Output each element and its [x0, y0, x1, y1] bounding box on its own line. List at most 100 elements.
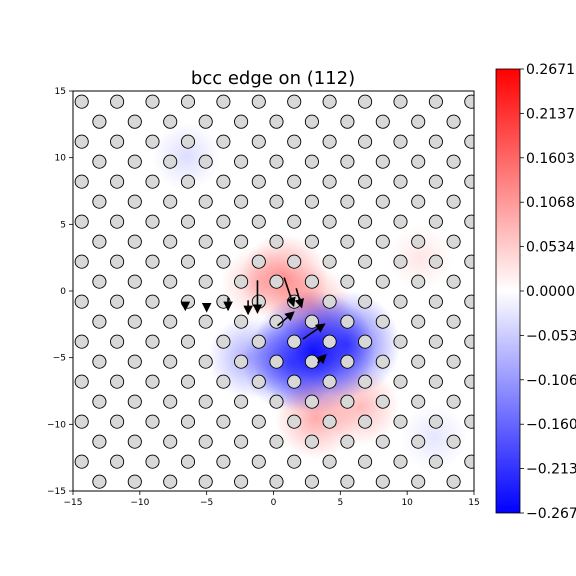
atom-marker: [110, 94, 125, 109]
atom-marker: [163, 274, 178, 289]
atom-marker: [482, 475, 495, 488]
atom-marker: [127, 154, 142, 169]
x-tick-label: 0: [271, 498, 277, 508]
atom-marker: [428, 134, 443, 149]
atom-marker: [251, 214, 266, 229]
atom-marker: [411, 354, 426, 369]
atom-marker: [322, 374, 337, 389]
atom-marker: [127, 234, 142, 249]
atom-marker: [180, 174, 196, 189]
atom-marker: [464, 174, 474, 189]
atom-marker: [234, 394, 249, 409]
atom-marker: [464, 374, 474, 389]
atom-marker: [180, 134, 196, 149]
atom-marker: [393, 454, 408, 469]
atom-marker: [304, 154, 319, 169]
atom-marker: [92, 274, 107, 289]
atom-marker: [411, 194, 426, 209]
x-tick-label: 15: [468, 498, 479, 508]
atom-marker: [92, 154, 107, 169]
atom-marker: [251, 254, 266, 269]
atom-marker: [180, 294, 196, 309]
atom-marker: [251, 334, 266, 349]
atom-marker: [163, 474, 178, 489]
atom-marker: [216, 94, 231, 109]
atom-marker: [428, 174, 443, 189]
atom-marker: [251, 134, 266, 149]
atom-marker: [127, 434, 142, 449]
atom-marker: [127, 474, 142, 489]
atom-marker: [304, 234, 319, 249]
atom-marker: [375, 434, 390, 449]
atom-marker: [251, 374, 266, 389]
atom-marker: [74, 94, 89, 109]
atom-marker: [464, 254, 474, 269]
atom-marker: [482, 155, 495, 168]
atom-marker: [234, 194, 249, 209]
atom-marker: [40, 255, 53, 268]
displacement-arrow: [276, 311, 295, 327]
atom-marker: [163, 234, 178, 249]
atom-marker: [358, 414, 373, 429]
atom-marker: [40, 295, 53, 308]
atom-marker: [145, 414, 160, 429]
atom-marker: [216, 174, 231, 189]
atom-marker: [110, 134, 125, 149]
atom-marker: [446, 114, 461, 129]
atom-marker: [92, 194, 107, 209]
atom-marker: [322, 174, 337, 189]
atom-marker: [234, 274, 249, 289]
atom-marker: [322, 334, 337, 349]
atom-marker: [428, 294, 443, 309]
x-tick-label: 5: [337, 498, 343, 508]
x-tick-label: −15: [64, 498, 83, 508]
atom-marker: [464, 334, 474, 349]
atom-marker: [322, 254, 337, 269]
atom-marker: [110, 334, 125, 349]
atom-marker: [198, 274, 213, 289]
atom-marker: [145, 374, 160, 389]
atom-marker: [74, 254, 89, 269]
atom-marker: [375, 114, 390, 129]
atom-marker: [464, 294, 474, 309]
atom-marker: [340, 394, 355, 409]
atom-marker: [393, 94, 408, 109]
atom-marker: [74, 294, 89, 309]
atom-marker: [287, 134, 302, 149]
atom-marker: [269, 434, 284, 449]
atom-marker: [411, 154, 426, 169]
atom-marker: [198, 434, 213, 449]
colorbar-tick-label: −0.2137: [526, 462, 576, 478]
field-blob: [400, 404, 467, 471]
atom-marker: [127, 314, 142, 329]
atom-marker: [145, 294, 160, 309]
atom-marker: [40, 215, 53, 228]
atom-marker: [74, 334, 89, 349]
atom-marker: [393, 214, 408, 229]
colorbar-tick-label: 0.2137: [526, 106, 575, 122]
atom-marker: [180, 254, 196, 269]
colorbar-tick-label: −0.1068: [526, 373, 576, 389]
atom-marker: [304, 394, 319, 409]
atom-marker: [92, 434, 107, 449]
atom-marker: [269, 354, 284, 369]
atom-marker: [145, 94, 160, 109]
atom-marker: [216, 414, 231, 429]
atom-marker: [216, 374, 231, 389]
atom-marker: [127, 354, 142, 369]
atom-marker: [322, 94, 337, 109]
atom-marker: [74, 414, 89, 429]
atom-marker: [74, 214, 89, 229]
atom-marker: [145, 334, 160, 349]
atom-marker: [375, 274, 390, 289]
atom-marker: [180, 374, 196, 389]
atom-marker: [110, 414, 125, 429]
atom-marker: [304, 194, 319, 209]
atom-marker: [163, 154, 178, 169]
atom-marker: [287, 94, 302, 109]
colorbar-tick-label: −0.2671: [526, 506, 576, 522]
atom-marker: [358, 334, 373, 349]
colorbar-tick-label: 0.0534: [526, 240, 575, 256]
atom-marker: [269, 394, 284, 409]
atom-marker: [375, 194, 390, 209]
